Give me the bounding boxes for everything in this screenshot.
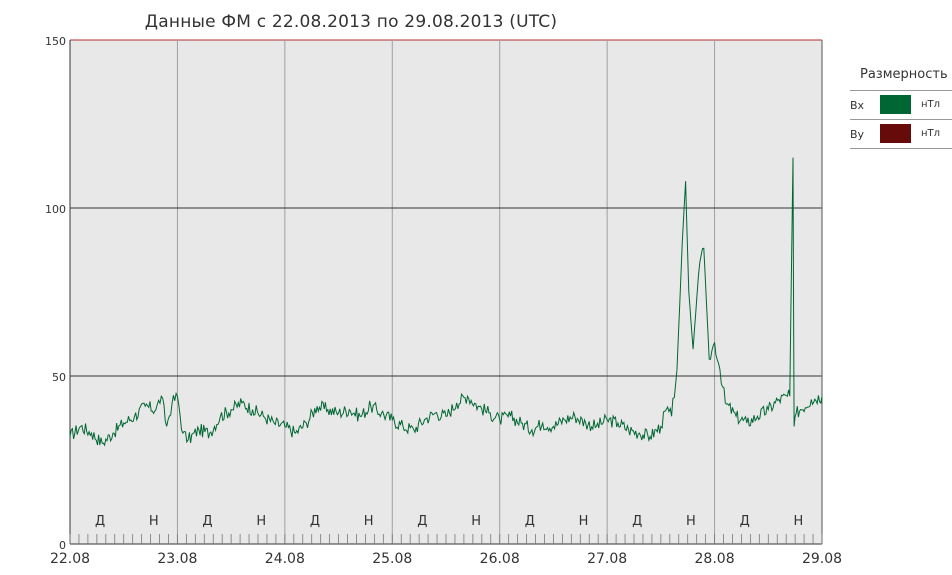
day-night-marker: Д xyxy=(95,514,105,529)
legend-swatch-by xyxy=(880,124,911,143)
legend-item-by[interactable]: By нТл xyxy=(850,120,952,149)
day-night-marker: Д xyxy=(202,514,212,529)
legend-swatch-bx xyxy=(880,95,911,114)
day-night-marker: Д xyxy=(632,514,642,529)
legend-item-label: Bx xyxy=(850,99,865,112)
legend-title: Размерность xyxy=(850,62,952,91)
day-night-marker: Н xyxy=(793,514,803,529)
legend: Размерность Bx нТл By нТл xyxy=(850,62,952,149)
chart-title: Данные ФМ с 22.08.2013 по 29.08.2013 (UT… xyxy=(144,12,558,32)
y-tick-label: 100 xyxy=(45,203,66,216)
day-night-marker: Д xyxy=(525,514,535,529)
day-night-marker: Н xyxy=(471,514,481,529)
day-night-marker: Д xyxy=(310,514,320,529)
legend-item-label: By xyxy=(850,128,865,141)
legend-item-unit: нТл xyxy=(921,128,941,139)
x-tick-label: 26.08 xyxy=(480,551,520,567)
day-night-marker: Д xyxy=(417,514,427,529)
x-tick-label: 25.08 xyxy=(372,551,412,567)
day-night-marker: Д xyxy=(740,514,750,529)
y-tick-label: 0 xyxy=(59,539,66,552)
y-tick-label: 150 xyxy=(45,35,66,48)
x-tick-label: 29.08 xyxy=(802,551,842,567)
day-night-marker: Н xyxy=(686,514,696,529)
plot-background xyxy=(70,40,822,544)
x-tick-label: 28.08 xyxy=(695,551,735,567)
series-bx-line xyxy=(69,157,823,447)
x-tick-label: 22.08 xyxy=(50,551,90,567)
x-tick-label: 24.08 xyxy=(265,551,305,567)
legend-item-unit: нТл xyxy=(921,99,941,110)
legend-item-bx[interactable]: Bx нТл xyxy=(850,91,952,120)
x-tick-label: 23.08 xyxy=(157,551,197,567)
day-night-marker: Н xyxy=(364,514,374,529)
x-tick-label: 27.08 xyxy=(587,551,627,567)
day-night-marker: Н xyxy=(256,514,266,529)
day-night-marker: Н xyxy=(149,514,159,529)
day-night-marker: Н xyxy=(579,514,589,529)
y-tick-label: 50 xyxy=(52,371,66,384)
